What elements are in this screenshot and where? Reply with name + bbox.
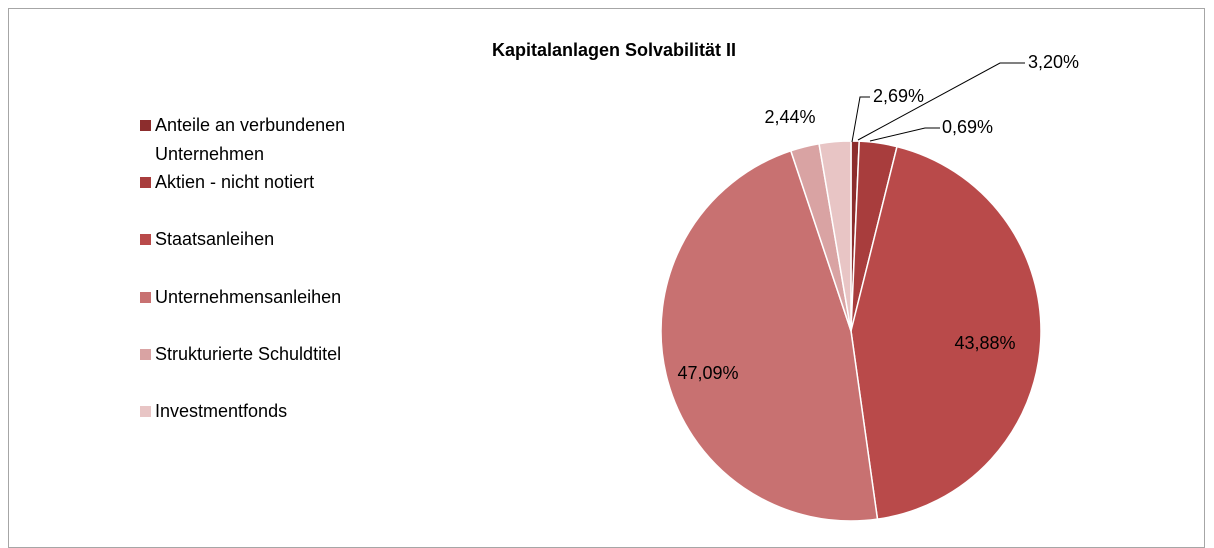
legend-swatch [140,234,151,245]
legend-label: Staatsanleihen [155,229,275,249]
pie-slice [818,140,852,332]
legend-item: Anteile an verbundenen Unternehmen [140,111,400,169]
data-label: 2,44% [764,107,815,127]
legend-label: Investmentfonds [155,401,288,421]
legend-label: Aktien - nicht notiert [155,172,315,192]
page: {"chart_data": {"type": "pie", "title": … [8,8,1205,548]
data-label: 3,20% [1028,52,1079,72]
legend-label: Strukturierte Schuldtitel [155,344,342,364]
chart-title: Kapitalanlagen Solvabilität II [492,40,736,60]
data-label: 0,69% [942,117,993,137]
data-label: 2,69% [873,86,924,106]
data-label: 43,88% [954,333,1015,353]
legend-item: Unternehmensanleihen [140,283,400,312]
pie-slice [850,145,1042,520]
legend-item: Investmentfonds [140,397,400,426]
legend-swatch [140,177,151,188]
leader-line [857,62,1025,141]
legend-item: Staatsanleihen [140,225,400,254]
legend-item: Strukturierte Schuldtitel [140,340,400,369]
pie-slice [660,149,879,522]
legend-swatch [140,292,151,303]
legend-item: Aktien - nicht notiert [140,168,400,197]
legend-swatch [140,406,151,417]
chart: Kapitalanlagen Solvabilität II 0,69% 3,20… [492,40,1079,522]
data-label: 47,09% [677,363,738,383]
legend-swatch [140,349,151,360]
leader-line [869,127,940,142]
legend-label: Anteile an verbundenen Unternehmen [155,115,346,164]
legend-swatch [140,120,151,131]
legend-label: Unternehmensanleihen [155,287,342,307]
leader-line [851,96,870,143]
